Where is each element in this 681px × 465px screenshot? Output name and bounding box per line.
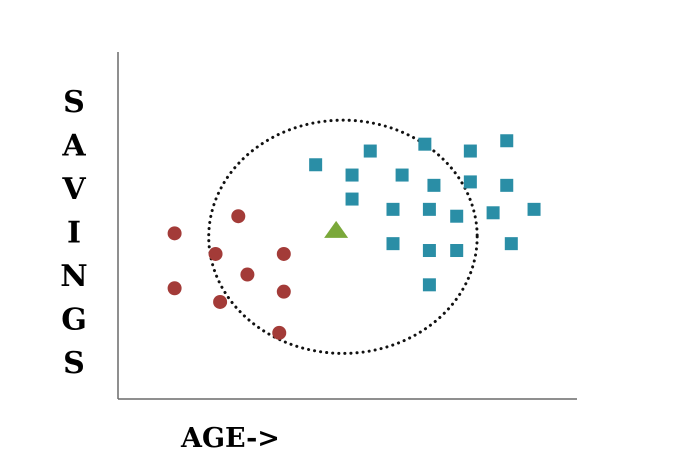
- data-points: [167, 134, 541, 340]
- circle-point: [272, 325, 287, 340]
- circle-point: [276, 284, 291, 299]
- square-point: [486, 206, 500, 220]
- annotation-layer: [207, 118, 479, 355]
- y-axis-label-letter: G: [61, 303, 87, 338]
- square-point: [427, 178, 441, 192]
- square-point: [418, 137, 432, 151]
- y-axis-label-letter: A: [61, 129, 86, 164]
- square-point: [463, 144, 477, 158]
- circle-point: [231, 209, 246, 224]
- x-axis-label: AGE->: [180, 423, 280, 454]
- square-point: [500, 178, 514, 192]
- circle-point: [240, 267, 255, 282]
- chart-axes: [117, 52, 577, 400]
- y-axis-label-letter: N: [60, 259, 87, 294]
- square-point: [450, 209, 464, 223]
- circle-point: [167, 226, 182, 241]
- square-point: [395, 168, 409, 182]
- y-axis-label-letter: S: [63, 346, 85, 381]
- circle-point: [213, 294, 228, 309]
- square-point: [500, 134, 514, 148]
- square-point: [363, 144, 377, 158]
- neighborhood-circle: [207, 118, 479, 355]
- y-axis-label-letter: I: [67, 216, 81, 251]
- y-axis-label-letter: S: [63, 85, 85, 120]
- square-point: [422, 244, 436, 258]
- square-point: [309, 158, 323, 172]
- square-point: [450, 244, 464, 258]
- square-point: [386, 237, 400, 251]
- y-axis-label-letter: V: [61, 172, 86, 207]
- square-point: [345, 192, 359, 206]
- triangle-point: [324, 220, 349, 238]
- circle-point: [208, 246, 223, 261]
- square-point: [422, 278, 436, 292]
- square-point: [422, 202, 436, 216]
- square-point: [345, 168, 359, 182]
- square-point: [386, 202, 400, 216]
- square-point: [463, 175, 477, 189]
- circle-point: [167, 281, 182, 296]
- square-point: [527, 202, 541, 216]
- square-point: [504, 237, 518, 251]
- circle-point: [276, 246, 291, 261]
